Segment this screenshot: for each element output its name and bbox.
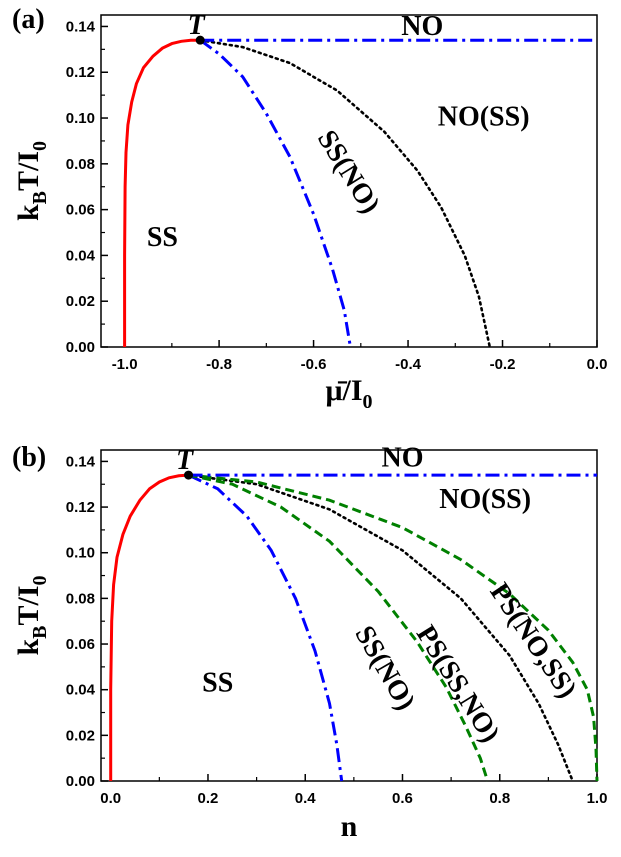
region-label: SS(NO) xyxy=(311,125,386,219)
y-tick-label: 0.02 xyxy=(66,293,95,310)
x-tick-label: -0.6 xyxy=(301,356,327,373)
x-axis-label: μ̄/I0 xyxy=(325,374,372,413)
region-label: NO(SS) xyxy=(439,484,531,515)
y-axis-label: kBT/I0 xyxy=(12,141,51,221)
x-tick-label: 0.0 xyxy=(587,356,608,373)
x-tick-label: -1.0 xyxy=(112,356,138,373)
series-line-dashed-4 xyxy=(188,473,490,782)
y-tick-label: 0.14 xyxy=(66,18,96,35)
series-line-dashdot-2 xyxy=(199,38,352,348)
plot-frame xyxy=(100,449,598,782)
panel-label: (b) xyxy=(12,442,46,473)
y-tick-label: 0.10 xyxy=(66,545,95,562)
x-tick-label: -0.8 xyxy=(206,356,232,373)
y-tick-label: 0.14 xyxy=(66,453,96,470)
y-tick-label: 0.08 xyxy=(66,590,95,607)
y-tick-label: 0.12 xyxy=(66,499,95,516)
chart-panel-b: 0.0 0.2 0.4 0.6 0.8 1.0 0.00 0.02 0.04 0.06 0.08 0.… xyxy=(12,442,607,843)
chart-panel-a: -1.0 -0.8 -0.6 -0.4 -0.2 0.0 0.00 0.02 0.04 0.06 0… xyxy=(12,4,607,413)
x-tick-label: 0.0 xyxy=(100,790,121,807)
y-tick-label: 0.08 xyxy=(66,156,95,173)
x-tick-label: -0.2 xyxy=(490,356,516,373)
series-line-dashdot-2 xyxy=(187,473,344,782)
region-label: SS xyxy=(147,222,178,253)
y-tick-label: 0.06 xyxy=(66,202,95,219)
region-label: NO xyxy=(401,11,443,42)
region-label: NO xyxy=(381,443,423,474)
y-tick-label: 0.02 xyxy=(66,727,95,744)
x-tick-label: 1.0 xyxy=(587,790,608,807)
series-line-dotted-3 xyxy=(198,38,492,349)
x-tick-label: 0.4 xyxy=(295,790,317,807)
series-line-dotted-3 xyxy=(187,473,574,783)
x-tick-label: 0.2 xyxy=(198,790,219,807)
region-label: NO(SS) xyxy=(438,102,530,133)
y-tick-label: 0.04 xyxy=(66,247,96,264)
y-tick-label: 0.06 xyxy=(66,636,95,653)
series-line-dashed-5 xyxy=(188,473,599,782)
y-tick-label: 0.00 xyxy=(66,339,95,356)
plot-frame xyxy=(100,14,598,348)
tricritical-point-label: T xyxy=(176,445,195,476)
region-label: SS xyxy=(202,668,233,699)
panel-label: (a) xyxy=(12,4,45,35)
series-line-solid-1 xyxy=(109,473,189,781)
tricritical-point-marker xyxy=(195,35,205,45)
x-axis-label: n xyxy=(341,810,358,843)
y-tick-label: 0.12 xyxy=(66,64,95,81)
x-tick-label: -0.4 xyxy=(395,356,422,373)
tricritical-point-marker xyxy=(184,470,194,480)
y-tick-label: 0.04 xyxy=(66,682,96,699)
y-axis-label: kBT/I0 xyxy=(12,575,51,655)
region-label: PS(SS,NO) xyxy=(410,620,506,748)
x-tick-label: 0.6 xyxy=(392,790,413,807)
series-line-solid-1 xyxy=(123,38,201,347)
x-tick-label: 0.8 xyxy=(489,790,510,807)
y-tick-label: 0.10 xyxy=(66,110,95,127)
y-tick-label: 0.00 xyxy=(66,773,95,790)
tricritical-point-label: T xyxy=(188,10,207,41)
